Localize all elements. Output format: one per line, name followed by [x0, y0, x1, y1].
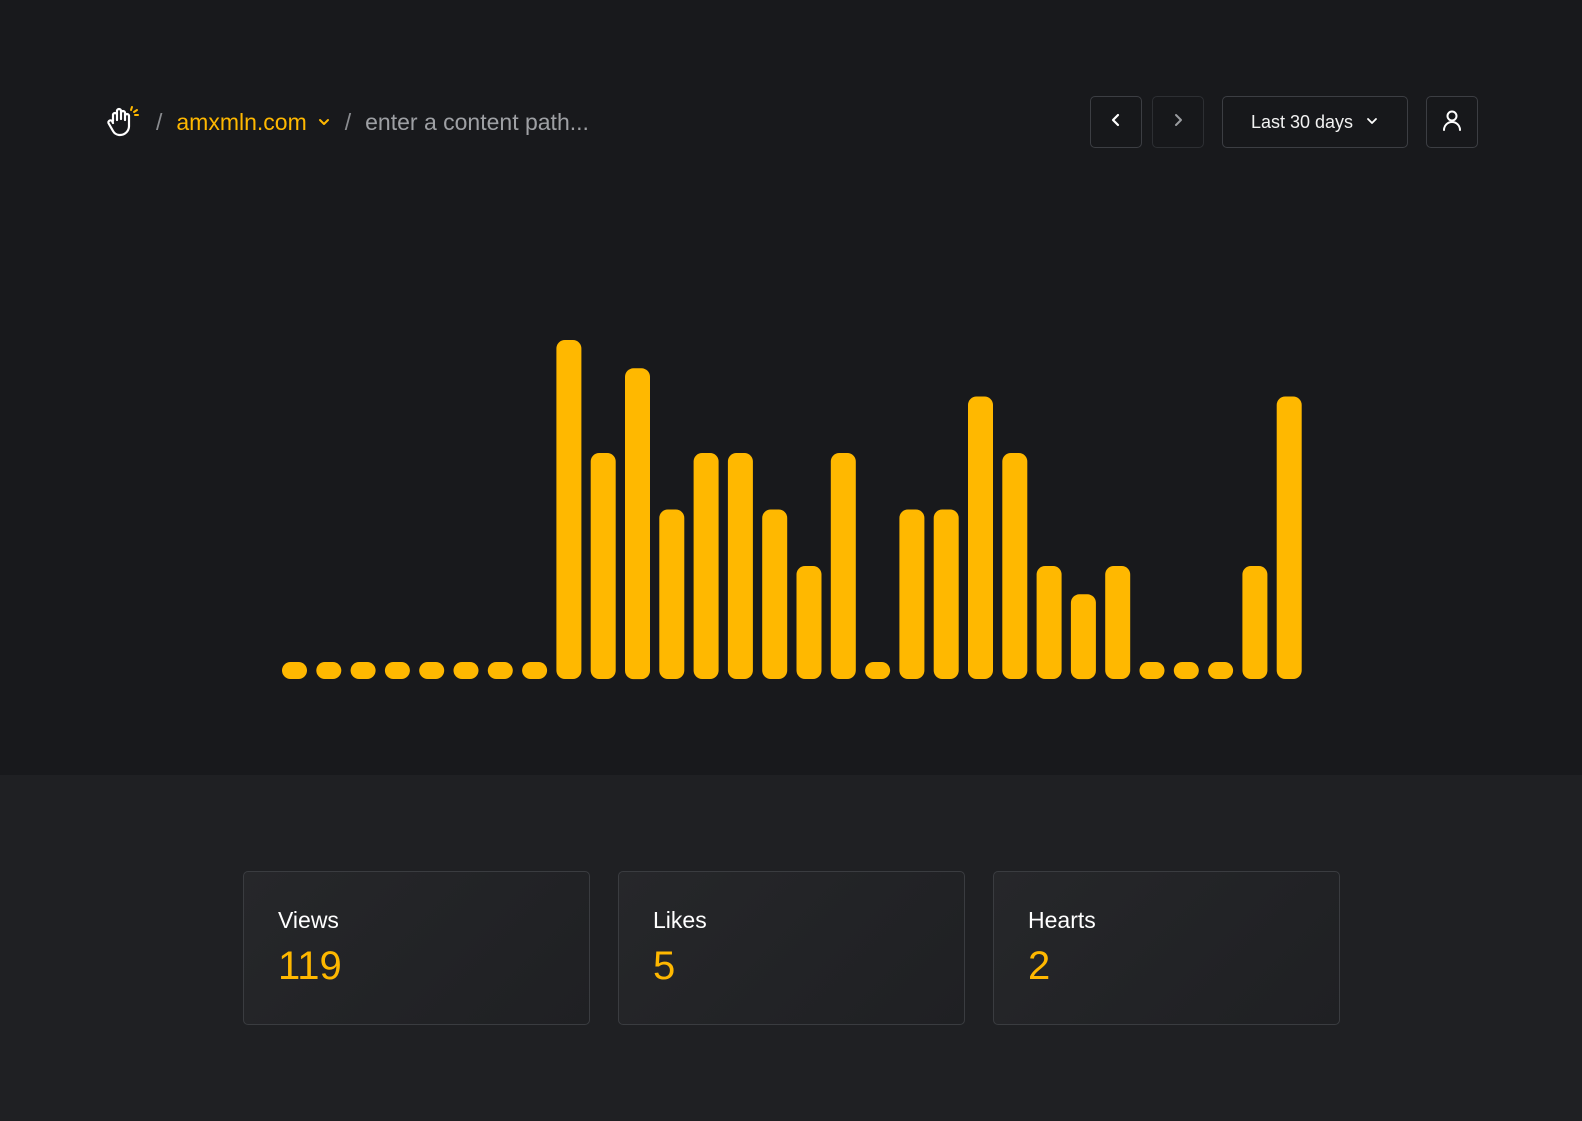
stat-card-likes: Likes 5 — [618, 871, 965, 1025]
chart-bar[interactable] — [693, 453, 719, 679]
breadcrumb: / amxmln.com / — [104, 96, 686, 148]
chart-bar[interactable] — [1036, 566, 1062, 679]
chart-bar[interactable] — [419, 662, 445, 679]
site-selector[interactable]: amxmln.com — [176, 109, 330, 136]
account-button[interactable] — [1426, 96, 1478, 148]
previous-period-button[interactable] — [1090, 96, 1142, 148]
chart-bar[interactable] — [1173, 662, 1199, 679]
chart-bar[interactable] — [316, 662, 342, 679]
site-name: amxmln.com — [176, 108, 307, 135]
user-icon — [1440, 108, 1464, 137]
stat-label: Likes — [653, 907, 707, 933]
toolbar: Last 30 days — [1090, 96, 1478, 148]
next-period-button[interactable] — [1152, 96, 1204, 148]
date-range-dropdown[interactable]: Last 30 days — [1222, 96, 1408, 148]
stat-card-views: Views 119 — [243, 871, 590, 1025]
header: / amxmln.com / Last 30 days — [104, 96, 1478, 148]
chart-bar[interactable] — [865, 662, 891, 679]
chart-bar[interactable] — [933, 509, 959, 680]
chart-bar[interactable] — [1242, 566, 1268, 679]
chart-bar[interactable] — [590, 453, 616, 679]
chevron-right-icon — [1169, 111, 1187, 134]
breadcrumb-separator: / — [344, 108, 352, 135]
stat-card-hearts: Hearts 2 — [993, 871, 1340, 1025]
chart-bar[interactable] — [487, 662, 513, 679]
chart-bar[interactable] — [659, 509, 685, 680]
stats-row: Views 119 Likes 5 Hearts 2 — [243, 871, 1340, 1025]
chart-bar[interactable] — [1105, 566, 1131, 679]
chart-bar[interactable] — [1070, 594, 1096, 680]
chart-bar[interactable] — [522, 662, 548, 679]
breadcrumb-separator: / — [156, 108, 163, 135]
chevron-down-icon — [1365, 112, 1379, 133]
stat-value: 5 — [653, 944, 676, 988]
chart-bar[interactable] — [796, 566, 822, 679]
chart-bar[interactable] — [830, 453, 856, 679]
stat-value: 2 — [1028, 944, 1051, 988]
chart-bar[interactable] — [1002, 453, 1028, 679]
chart-bar[interactable] — [968, 396, 993, 680]
chart-bar[interactable] — [625, 368, 650, 680]
chevron-left-icon — [1107, 111, 1125, 134]
date-range-label: Last 30 days — [1250, 111, 1354, 132]
chart-bar[interactable] — [282, 662, 307, 679]
stat-label: Views — [278, 907, 339, 933]
chart-bar[interactable] — [1276, 396, 1302, 680]
chart-bar[interactable] — [1139, 662, 1165, 679]
views-bar-chart — [282, 340, 1302, 680]
chart-bar[interactable] — [384, 662, 410, 679]
chart-bar[interactable] — [899, 509, 925, 680]
stat-value: 119 — [278, 944, 342, 988]
chart-bar[interactable] — [453, 662, 479, 679]
chart-bar[interactable] — [350, 662, 376, 679]
chart-bar[interactable] — [762, 509, 788, 680]
content-path-input[interactable] — [365, 108, 686, 136]
chart-bar[interactable] — [727, 453, 753, 679]
stat-label: Hearts — [1028, 907, 1096, 933]
clapping-hands-icon[interactable] — [104, 103, 142, 141]
chevron-down-icon — [317, 115, 331, 129]
chart-bar[interactable] — [556, 340, 582, 679]
chart-bar[interactable] — [1208, 662, 1234, 679]
